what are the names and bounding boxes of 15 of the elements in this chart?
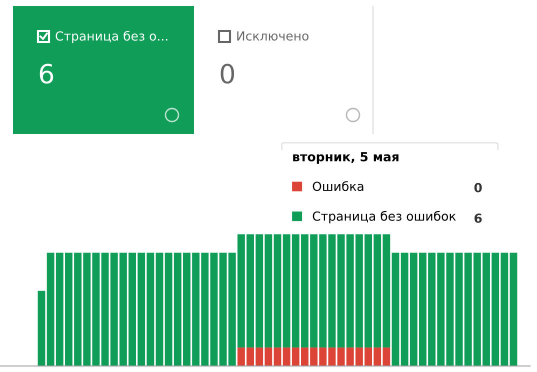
text: Исключено <box>237 31 308 41</box>
bar <box>510 252 518 366</box>
bar <box>38 290 46 366</box>
legend-title: вторник, 5 мая <box>293 152 398 164</box>
legend-label: Страница без ошибок <box>312 210 456 224</box>
text: 6 <box>40 64 54 84</box>
text: 0 <box>474 182 482 192</box>
text: 0 <box>220 64 234 84</box>
text: Страница без о... <box>56 30 168 44</box>
legend-label: Ошибка <box>312 181 364 192</box>
bar <box>274 234 282 348</box>
bar <box>274 348 282 366</box>
text: 6 <box>474 213 482 223</box>
bar <box>392 252 400 366</box>
bar <box>156 252 164 366</box>
